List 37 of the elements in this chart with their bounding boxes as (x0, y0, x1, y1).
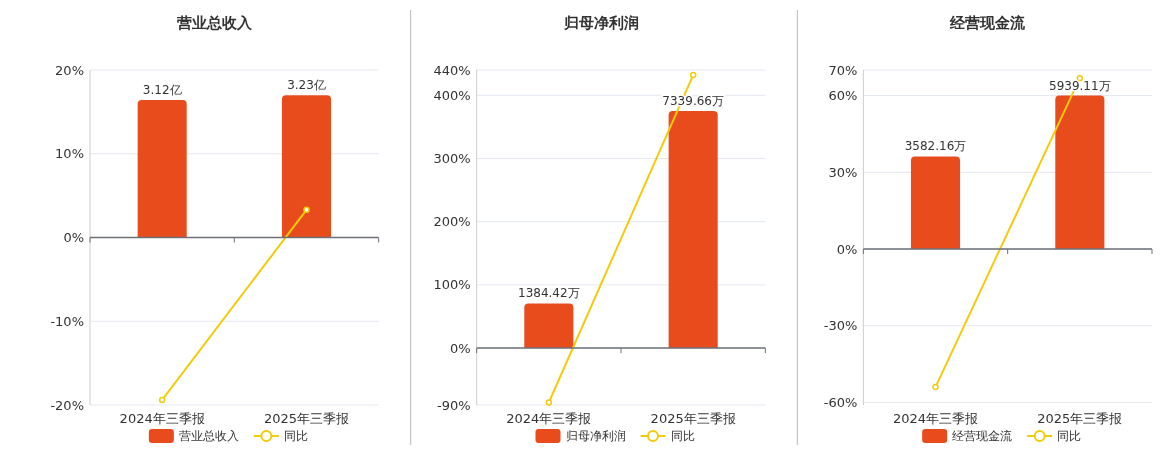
x-tick-label: 2024年三季报 (119, 411, 205, 426)
legend-label: 经营现金流 (952, 429, 1013, 444)
data-label: 3582.16万 (904, 139, 967, 154)
y-tick-label: -10% (50, 313, 84, 329)
y-tick-label: 0% (450, 340, 471, 356)
y-tick-label: -60% (823, 394, 858, 410)
y-tick-label: -20% (50, 397, 84, 413)
data-label: 3.23亿 (287, 78, 326, 93)
y-tick-label: 400% (433, 87, 471, 103)
y-tick-label: 300% (433, 151, 471, 167)
chart-title: 营业总收入 (175, 14, 253, 32)
y-tick-label: 0% (63, 230, 84, 246)
legend-label: 归母净利润 (565, 429, 626, 444)
legend-label: 营业总收入 (178, 429, 239, 444)
y-tick-label: -30% (823, 318, 858, 334)
data-label: 3.12亿 (142, 82, 182, 97)
y-tick-label: 60% (828, 88, 858, 104)
legend-label: 同比 (1057, 429, 1082, 444)
y-tick-label: 10% (55, 146, 84, 162)
y-tick-label: 0% (836, 241, 858, 257)
x-tick-label: 2025年三季报 (1037, 411, 1123, 426)
y-tick-label: 20% (55, 62, 84, 78)
x-tick-label: 2025年三季报 (263, 411, 350, 426)
x-tick-label: 2024年三季报 (892, 411, 979, 426)
y-tick-label: 30% (828, 164, 858, 180)
y-tick-label: 200% (433, 214, 471, 230)
legend-label: 同比 (670, 429, 695, 444)
data-label: 1384.42万 (518, 286, 580, 301)
y-tick-label: 440% (433, 62, 471, 78)
chart-title: 归母净利润 (562, 14, 639, 32)
y-tick-label: 100% (433, 277, 471, 293)
x-tick-label: 2025年三季报 (650, 411, 736, 426)
x-tick-label: 2024年三季报 (506, 411, 592, 426)
chart-title: 经营现金流 (949, 14, 1027, 32)
y-tick-label: 70% (828, 62, 858, 78)
y-tick-label: -90% (437, 397, 471, 413)
legend-label: 同比 (283, 429, 308, 444)
